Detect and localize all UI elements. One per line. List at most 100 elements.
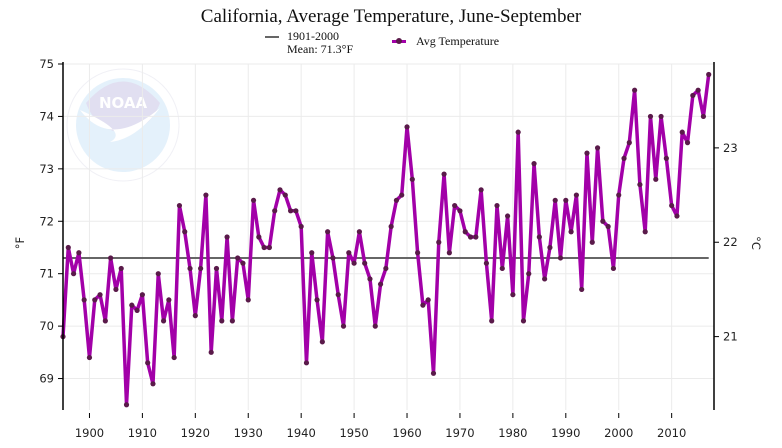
- data-point: [452, 202, 458, 209]
- noaa-logo-watermark: NOAA: [66, 68, 180, 182]
- data-point: [309, 250, 315, 256]
- legend-avg-temperature[interactable]: Avg Temperature: [392, 35, 499, 48]
- data-point: [494, 202, 500, 209]
- data-point: [187, 265, 193, 272]
- data-point: [573, 192, 579, 198]
- data-point: [346, 250, 352, 256]
- data-point: [319, 339, 325, 345]
- data-point: [536, 234, 542, 240]
- data-point: [563, 197, 569, 203]
- x-tick-label: 1900: [75, 426, 104, 440]
- axes: 69 70 71 72 73 74 75 21 22 23 1900 1910 1920 1930 1940…: [39, 57, 737, 440]
- y-right-tick-label: 23: [723, 141, 738, 155]
- data-point: [399, 192, 405, 198]
- data-point: [642, 229, 648, 235]
- data-point: [160, 318, 167, 324]
- data-point: [298, 223, 304, 230]
- data-point: [240, 260, 246, 266]
- data-point: [203, 192, 209, 198]
- y-tick-label: 71: [39, 267, 54, 281]
- y-tick-label: 69: [39, 372, 54, 386]
- data-point: [462, 229, 468, 235]
- x-tick-label: 1920: [181, 426, 210, 440]
- data-point: [108, 255, 114, 261]
- data-point: [637, 181, 643, 188]
- data-point: [113, 286, 119, 293]
- data-point: [457, 208, 463, 214]
- data-point: [282, 192, 288, 198]
- x-tick-label: 1980: [498, 426, 527, 440]
- data-point: [383, 265, 389, 272]
- series-swatch-marker: [396, 38, 402, 44]
- data-point: [372, 323, 378, 329]
- data-point: [616, 192, 622, 198]
- y-tick-label: 70: [39, 319, 54, 333]
- data-point: [653, 176, 659, 182]
- data-point: [166, 297, 172, 303]
- data-point: [362, 260, 368, 266]
- data-point: [632, 87, 638, 93]
- data-point: [208, 349, 214, 355]
- data-point: [176, 202, 183, 209]
- data-point: [610, 265, 617, 272]
- data-point: [303, 360, 310, 366]
- data-point: [92, 297, 98, 303]
- data-point: [425, 297, 431, 303]
- data-point: [219, 318, 225, 324]
- data-point: [420, 302, 426, 308]
- data-point: [330, 255, 336, 261]
- data-point: [409, 176, 415, 182]
- y-tick-label: 74: [39, 109, 54, 123]
- data-point: [467, 234, 474, 240]
- data-point: [393, 197, 400, 203]
- data-point: [515, 129, 521, 135]
- data-point: [155, 271, 161, 277]
- data-point: [229, 318, 235, 324]
- data-point: [568, 229, 574, 235]
- data-point: [314, 297, 320, 303]
- data-point: [415, 250, 421, 256]
- data-point: [335, 292, 341, 298]
- data-point: [504, 213, 511, 219]
- y-right-tick-label: 21: [723, 330, 738, 344]
- data-point: [589, 239, 595, 245]
- data-point: [404, 124, 410, 130]
- data-point: [139, 292, 145, 298]
- data-point: [65, 244, 71, 251]
- x-tick-label: 1950: [339, 426, 368, 440]
- data-point: [594, 145, 601, 151]
- data-point: [557, 255, 564, 261]
- data-point: [706, 71, 712, 78]
- x-tick-label: 2010: [657, 426, 686, 440]
- svg-text:NOAA: NOAA: [99, 94, 148, 112]
- mean-label-line1: 1901-2000: [287, 29, 339, 43]
- data-point: [441, 171, 447, 177]
- data-point: [150, 381, 156, 387]
- data-point: [579, 286, 585, 293]
- data-point: [684, 140, 691, 146]
- data-point: [145, 360, 151, 366]
- series-label: Avg Temperature: [416, 34, 500, 48]
- data-point: [182, 229, 188, 235]
- chart-title: California, Average Temperature, June-Se…: [200, 6, 582, 27]
- series-avg-temperature: [60, 71, 712, 408]
- data-point: [261, 244, 267, 251]
- data-point: [171, 354, 177, 361]
- y-axis-label-right: °C: [749, 236, 763, 250]
- data-point: [293, 208, 299, 214]
- data-point: [235, 255, 241, 261]
- data-point: [647, 113, 654, 120]
- data-point: [340, 323, 347, 329]
- data-point: [552, 197, 558, 203]
- x-tick-label: 1940: [287, 426, 316, 440]
- data-point: [356, 229, 362, 235]
- data-point: [76, 250, 82, 256]
- data-point: [700, 113, 707, 120]
- data-point: [510, 292, 516, 298]
- data-point: [669, 202, 675, 209]
- y-tick-label: 73: [39, 162, 54, 176]
- data-point: [213, 265, 220, 272]
- data-point: [250, 197, 257, 203]
- y-right-tick-label: 22: [723, 235, 738, 249]
- data-point: [256, 234, 262, 240]
